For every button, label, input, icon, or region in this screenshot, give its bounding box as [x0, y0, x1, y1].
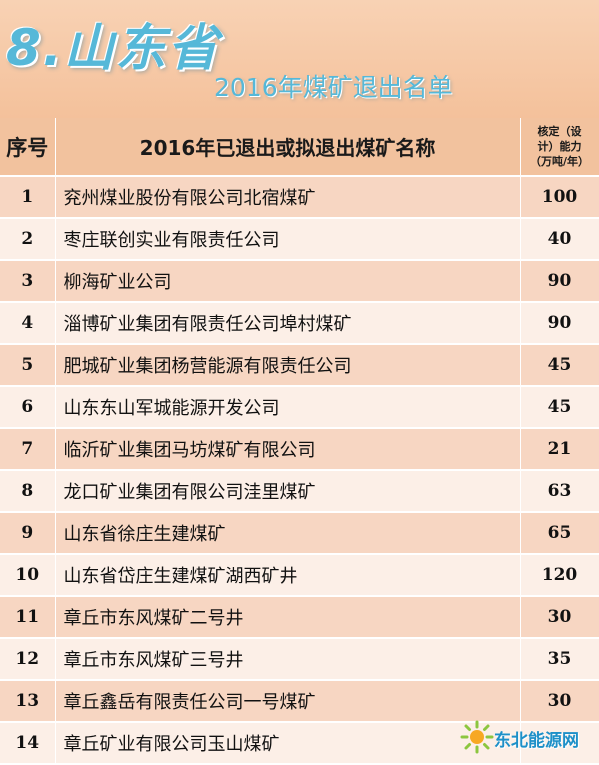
- row-mine-name: 山东省徐庄生建煤矿: [55, 512, 521, 555]
- table-row: 10 山东省岱庄生建煤矿湖西矿井 120: [0, 554, 599, 597]
- row-mine-name: 枣庄联创实业有限责任公司: [55, 218, 521, 261]
- row-index: 10: [0, 554, 56, 597]
- row-index: 7: [0, 428, 56, 471]
- row-mine-name: 山东省岱庄生建煤矿湖西矿井: [55, 554, 521, 597]
- site-watermark: 东北能源网: [458, 718, 597, 758]
- row-capacity: 65: [520, 512, 599, 555]
- table-row: 13 章丘鑫岳有限责任公司一号煤矿 30: [0, 680, 599, 723]
- row-mine-name: 章丘鑫岳有限责任公司一号煤矿: [55, 680, 521, 723]
- table-row: 8 龙口矿业集团有限公司洼里煤矿 63: [0, 470, 599, 513]
- row-mine-name: 柳海矿业公司: [55, 260, 521, 303]
- row-capacity: 30: [520, 596, 599, 639]
- row-capacity: 63: [520, 470, 599, 513]
- table-row: 4 淄博矿业集团有限责任公司埠村煤矿 90: [0, 302, 599, 345]
- row-mine-name: 淄博矿业集团有限责任公司埠村煤矿: [55, 302, 521, 345]
- list-subtitle: 2016年煤矿退出名单: [214, 73, 453, 102]
- row-capacity: 21: [520, 428, 599, 471]
- row-capacity: 120: [520, 554, 599, 597]
- row-index: 14: [0, 722, 56, 765]
- row-capacity: 100: [520, 176, 599, 219]
- row-mine-name: 肥城矿业集团杨营能源有限责任公司: [55, 344, 521, 387]
- header-name: 2016年已退出或拟退出煤矿名称: [55, 118, 521, 177]
- row-capacity: 45: [520, 344, 599, 387]
- table-row: 9 山东省徐庄生建煤矿 65: [0, 512, 599, 555]
- table-row: 5 肥城矿业集团杨营能源有限责任公司 45: [0, 344, 599, 387]
- row-capacity: 35: [520, 638, 599, 681]
- table-row: 3 柳海矿业公司 90: [0, 260, 599, 303]
- table-row: 7 临沂矿业集团马坊煤矿有限公司 21: [0, 428, 599, 471]
- row-index: 1: [0, 176, 56, 219]
- table-row: 14 章丘矿业有限公司玉山煤矿: [0, 722, 599, 765]
- row-index: 9: [0, 512, 56, 555]
- row-mine-name: 章丘市东风煤矿三号井: [55, 638, 521, 681]
- row-index: 2: [0, 218, 56, 261]
- row-mine-name: 临沂矿业集团马坊煤矿有限公司: [55, 428, 521, 471]
- row-mine-name: 章丘市东风煤矿二号井: [55, 596, 521, 639]
- table-header-row: 序号 2016年已退出或拟退出煤矿名称 核定（设 计）能力 （万吨/年）: [0, 118, 599, 177]
- row-index: 6: [0, 386, 56, 429]
- table-row: 2 枣庄联创实业有限责任公司 40: [0, 218, 599, 261]
- row-index: 8: [0, 470, 56, 513]
- title-banner: 8.山东省 2016年煤矿退出名单: [0, 0, 599, 118]
- header-capacity: 核定（设 计）能力 （万吨/年）: [520, 118, 599, 177]
- table-row: 1 兖州煤业股份有限公司北宿煤矿 100: [0, 176, 599, 219]
- row-capacity: 40: [520, 218, 599, 261]
- row-mine-name: 山东东山军城能源开发公司: [55, 386, 521, 429]
- row-index: 5: [0, 344, 56, 387]
- row-capacity: 45: [520, 386, 599, 429]
- header-capacity-line1: 核定（设: [537, 125, 582, 138]
- row-index: 13: [0, 680, 56, 723]
- row-mine-name: 龙口矿业集团有限公司洼里煤矿: [55, 470, 521, 513]
- table-row: 6 山东东山军城能源开发公司 45: [0, 386, 599, 429]
- row-mine-name: 章丘矿业有限公司玉山煤矿: [55, 722, 521, 765]
- table-row: 11 章丘市东风煤矿二号井 30: [0, 596, 599, 639]
- row-capacity: 30: [520, 680, 599, 723]
- row-mine-name: 兖州煤业股份有限公司北宿煤矿: [55, 176, 521, 219]
- row-capacity: 90: [520, 260, 599, 303]
- header-capacity-line2: 计）能力: [537, 140, 582, 153]
- row-index: 11: [0, 596, 56, 639]
- row-index: 3: [0, 260, 56, 303]
- row-index: 12: [0, 638, 56, 681]
- coal-mine-table: 序号 2016年已退出或拟退出煤矿名称 核定（设 计）能力 （万吨/年） 1 兖…: [0, 118, 599, 765]
- row-index: 4: [0, 302, 56, 345]
- sun-logo-icon: [460, 720, 494, 754]
- header-index: 序号: [0, 118, 56, 177]
- province-title: 8.山东省: [6, 19, 220, 77]
- header-capacity-line3: （万吨/年）: [529, 155, 590, 168]
- row-capacity: 90: [520, 302, 599, 345]
- watermark-text: 东北能源网: [494, 731, 579, 751]
- table-row: 12 章丘市东风煤矿三号井 35: [0, 638, 599, 681]
